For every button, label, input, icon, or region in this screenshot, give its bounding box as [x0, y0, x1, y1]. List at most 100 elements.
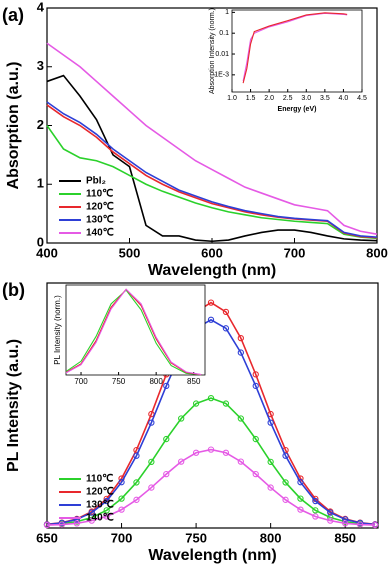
data-point	[342, 520, 349, 527]
data-point	[252, 371, 259, 378]
legend-label: 130℃	[86, 215, 114, 226]
series-line	[65, 289, 202, 376]
x-tick-label: 1.5	[246, 95, 256, 102]
data-point	[207, 394, 215, 402]
legend-label: 120℃	[86, 487, 114, 498]
legend-label: 120℃	[86, 202, 114, 213]
y-tick-label: 0.01	[215, 51, 229, 58]
panel-label: (a)	[2, 5, 24, 25]
x-axis-title: Energy (eV)	[278, 106, 317, 113]
data-point	[103, 497, 110, 505]
data-point	[252, 382, 259, 390]
x-tick-label: 400	[36, 245, 58, 260]
series-line	[46, 42, 378, 235]
y-tick-label: 4	[37, 0, 45, 14]
data-point	[237, 458, 244, 465]
data-point	[237, 415, 244, 422]
x-tick-label: 1.0	[227, 95, 237, 102]
data-point	[178, 458, 185, 465]
data-point	[58, 521, 66, 528]
data-point	[207, 446, 215, 453]
data-point	[282, 479, 289, 486]
data-point	[371, 521, 379, 529]
x-tick-label: 750	[185, 530, 207, 545]
data-point	[133, 452, 140, 459]
data-point	[148, 458, 155, 465]
y-axis-title: PL Intensity (a.u.)	[5, 339, 22, 472]
series-line	[46, 125, 378, 240]
data-point	[207, 299, 215, 306]
x-tick-label: 700	[74, 377, 88, 386]
data-point	[148, 410, 155, 418]
y-tick-label: 0.1	[219, 30, 229, 37]
x-tick-label: 800	[366, 245, 388, 260]
data-point	[148, 419, 155, 426]
x-tick-label: 700	[111, 530, 133, 545]
data-point	[43, 521, 51, 529]
x-tick-label: 4.5	[357, 95, 367, 102]
x-tick-label: 600	[201, 245, 223, 260]
data-point	[356, 521, 364, 528]
data-point	[103, 507, 110, 514]
data-point	[163, 470, 170, 478]
data-point	[312, 513, 319, 520]
legend-label: 140℃	[86, 513, 114, 524]
data-point	[163, 382, 170, 390]
data-point	[267, 419, 274, 426]
series-line	[46, 448, 376, 526]
y-axis-title: Absorption Intensity (norm.)	[209, 8, 216, 94]
data-point	[192, 449, 200, 456]
data-point	[297, 495, 304, 502]
x-tick-label: 3.0	[301, 95, 311, 102]
data-point	[297, 479, 304, 486]
x-tick-label: 800	[260, 530, 282, 545]
x-tick-label: 4.0	[339, 95, 349, 102]
data-point	[312, 497, 319, 505]
legend-label: 130℃	[86, 500, 114, 511]
series-line	[46, 74, 378, 243]
data-point	[148, 484, 155, 491]
data-point	[222, 308, 230, 316]
x-tick-label: 850	[334, 530, 356, 545]
x-axis-title: Wavelength (nm)	[148, 547, 276, 564]
data-point	[207, 316, 215, 323]
data-point	[192, 400, 200, 407]
data-point	[252, 435, 259, 443]
data-point	[133, 479, 140, 486]
data-point	[342, 516, 349, 523]
series-line	[46, 318, 376, 526]
data-point	[73, 516, 80, 523]
data-point	[133, 496, 140, 503]
data-point	[297, 506, 304, 513]
data-point	[222, 449, 230, 456]
plot-area	[231, 9, 363, 93]
series-line	[46, 101, 378, 238]
legend-label: 140℃	[86, 228, 114, 239]
data-point	[73, 520, 80, 527]
data-point	[178, 415, 185, 422]
y-tick-label: 1E-3	[214, 72, 229, 79]
y-tick-label: 0	[37, 234, 44, 249]
data-point	[237, 349, 244, 356]
data-point	[118, 479, 125, 486]
data-point	[222, 325, 230, 332]
x-axis-title: Wavelength (nm)	[148, 262, 276, 279]
legend-label: 110℃	[86, 189, 113, 200]
y-tick-label: 1	[225, 9, 229, 16]
x-tick-label: 700	[284, 245, 306, 260]
data-point	[327, 509, 334, 516]
y-axis-title: Absorption (a.u.)	[5, 62, 22, 190]
data-point	[237, 334, 244, 342]
legend-label: 110℃	[86, 474, 113, 485]
data-point	[118, 495, 125, 502]
series-line	[65, 288, 202, 376]
x-tick-label: 2.5	[283, 95, 293, 102]
legend-label: PbI₂	[86, 176, 106, 187]
panel-label: (b)	[2, 280, 25, 300]
data-point	[267, 458, 274, 465]
y-tick-label: 2	[37, 117, 44, 132]
x-tick-label: 650	[36, 530, 58, 545]
data-point	[267, 410, 274, 418]
data-point	[88, 509, 95, 516]
